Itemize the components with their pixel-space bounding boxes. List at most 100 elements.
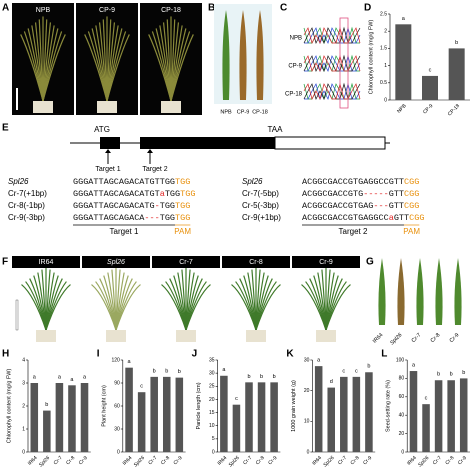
bar (220, 375, 228, 452)
target-name: Target 1 (110, 227, 139, 236)
significance-letter: b (455, 40, 458, 46)
sequence-segment: ACGGCGACCGTGAGGCCGTT (302, 177, 404, 187)
y-tick-label: 0 (307, 449, 310, 455)
sequence-segment: ACGGCGACCGTGAGGCC (302, 213, 389, 223)
leaf (115, 284, 141, 331)
target-label: Target 1 (95, 166, 120, 173)
photo-label: NPB (36, 7, 51, 14)
significance-letter: c (235, 396, 238, 402)
leaf-label: Cr-8 (430, 332, 442, 344)
bar (137, 392, 146, 452)
panel-letter: I (97, 349, 100, 360)
sequence-segment: --- (373, 201, 388, 211)
x-tick-label: NPB (396, 103, 408, 115)
sequence: ACGGCGACCGTGAG---GTTCGG (302, 201, 419, 211)
sequence-segment: TGG (175, 213, 190, 223)
y-axis-label: Plant height (cm) (101, 385, 107, 427)
photo-frame (292, 256, 360, 268)
y-tick-label: 3 (22, 380, 25, 386)
leaf-label: IR64 (372, 332, 384, 344)
sequence-segment: - (155, 201, 160, 211)
bar (314, 366, 323, 452)
bar (245, 382, 253, 452)
y-tick-label: 10 (304, 419, 310, 425)
panel-letter: D (364, 3, 371, 14)
y-tick-label: 2.5 (380, 11, 387, 17)
y-tick-label: 0 (401, 449, 404, 455)
sequence-segment: GTT (389, 189, 404, 199)
significance-letter: c (140, 384, 143, 390)
y-tick-label: 90 (114, 380, 120, 386)
scale-bar (15, 299, 19, 331)
significance-letter: b (450, 372, 453, 378)
sequence-segment: GTT (394, 213, 409, 223)
significance-letter: c (355, 368, 358, 374)
y-tick-label: 1 (384, 63, 387, 69)
y-tick-label: 2 (22, 403, 25, 409)
x-tick-label: IR64 (217, 455, 229, 467)
photo-label: IR64 (39, 259, 54, 266)
y-tick-label: 20 (304, 388, 310, 394)
y-tick-label: 1.5 (380, 46, 387, 52)
bar (162, 376, 171, 452)
significance-letter: b (273, 374, 276, 380)
x-tick-label: Cr-8 (255, 455, 266, 466)
y-tick-label: 10 (209, 423, 215, 429)
leaf (325, 284, 351, 331)
y-tick-label: 20 (399, 431, 405, 437)
sequence-segment: TGG (175, 177, 190, 187)
leaf (255, 284, 281, 331)
sequence: GGGATTAGCAGACATGTaTGGTGG (73, 189, 195, 199)
sequence-segment: CGG (404, 189, 419, 199)
leaf-label: Cr-9 (449, 332, 461, 344)
target-label: Target 2 (142, 166, 167, 173)
bar (409, 371, 418, 452)
utr (274, 136, 386, 150)
sequence-segment: --- (144, 213, 159, 223)
significance-letter: a (128, 359, 132, 365)
y-tick-label: 0 (117, 449, 120, 455)
sequence-segment: TGG (175, 201, 190, 211)
sequence-segment: a (389, 213, 394, 223)
y-tick-label: 15 (209, 410, 215, 416)
y-tick-label: 0 (22, 449, 25, 455)
chromatogram (303, 82, 361, 100)
y-axis-label: Chlorophyll content (mg/g FW) (6, 369, 12, 444)
x-tick-label: Spl26 (322, 455, 335, 468)
significance-letter: a (33, 374, 37, 380)
chromatogram (303, 54, 361, 72)
significance-letter: b (153, 368, 156, 374)
x-tick-label: Cr-8 (350, 455, 361, 466)
sequence-segment: TGG (180, 189, 195, 199)
pam-label: PAM (174, 227, 191, 236)
arrow-head (147, 149, 153, 153)
leaf (170, 34, 194, 102)
significance-letter: a (412, 362, 416, 368)
sequence-segment: GTT (389, 201, 404, 211)
pot (33, 101, 53, 113)
panel-letter: C (280, 3, 287, 14)
y-tick-label: 5 (212, 436, 215, 442)
significance-letter: b (45, 402, 48, 408)
y-axis-label: Chlorophyll content (mg/g FW) (368, 20, 374, 95)
leaf (185, 284, 211, 331)
x-tick-label: Cr-9 (457, 455, 468, 466)
trace-label: CP-18 (285, 92, 303, 98)
bar (434, 380, 443, 452)
panel-letter: L (381, 349, 387, 360)
bar (447, 380, 455, 452)
x-tick-label: IR64 (122, 455, 134, 467)
x-tick-label: Spl26 (38, 455, 51, 468)
x-tick-label: Cr-9 (173, 455, 184, 466)
photo-frame (222, 256, 290, 268)
y-tick-label: 2 (384, 29, 387, 35)
genotype-label: Cr-8(-1bp) (8, 201, 45, 210)
sequence-segment: GGGATTAGCAGACA (73, 213, 145, 223)
sequence-segment: TGG (165, 189, 180, 199)
start-codon: ATG (94, 125, 110, 134)
bar (68, 385, 76, 452)
y-tick-label: 30 (209, 370, 215, 376)
y-axis-label: Panicle length (cm) (196, 382, 202, 429)
bar (422, 75, 438, 100)
photo-label: Cr-7 (179, 259, 193, 266)
